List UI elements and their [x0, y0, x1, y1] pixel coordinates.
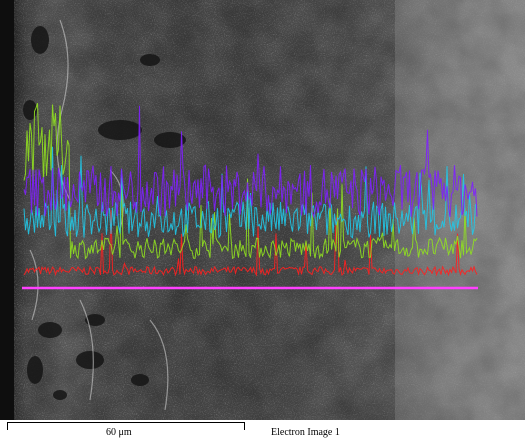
image-label: Electron Image 1: [271, 427, 340, 438]
line-scan-trace: [23, 210, 478, 277]
line-scan-trace: [23, 102, 478, 260]
line-scan-trace: [23, 146, 478, 239]
line-scan-trace: [23, 105, 478, 219]
micrograph-texture: [0, 0, 525, 420]
left-edge-band: [0, 0, 14, 420]
scale-label: 60 μm: [106, 427, 132, 438]
smooth-layer: [395, 0, 525, 420]
electron-micrograph: [0, 0, 525, 420]
image-footer: [0, 420, 525, 439]
line-scan-overlay: [23, 102, 478, 277]
scale-bar: [7, 422, 245, 430]
porous-region: [23, 26, 186, 400]
